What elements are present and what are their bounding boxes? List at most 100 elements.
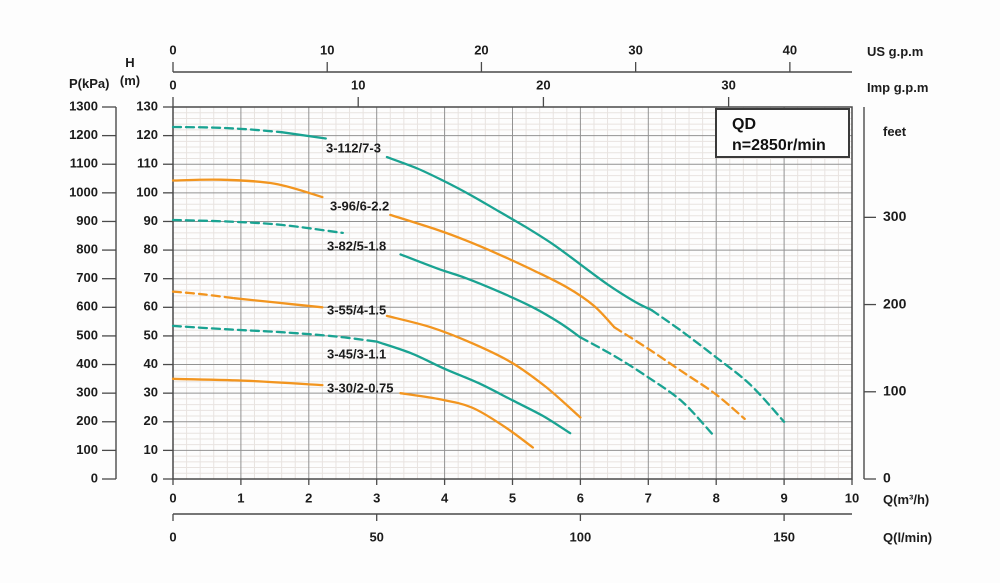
qlmin-tick-50: 50 xyxy=(369,529,383,544)
qm3h-tick-10: 10 xyxy=(845,490,859,505)
curve-segment-solid xyxy=(171,377,324,387)
p-tick-800: 800 xyxy=(76,242,98,257)
us-tick-30: 30 xyxy=(628,42,642,57)
feet-tick-100: 100 xyxy=(883,382,907,398)
curve-segment-dashed xyxy=(171,218,344,235)
p-tick-300: 300 xyxy=(76,385,98,400)
curve-segment-solid xyxy=(399,253,582,339)
h-tick-100: 100 xyxy=(136,184,158,199)
h-tick-130: 130 xyxy=(136,98,158,113)
h-tick-50: 50 xyxy=(144,327,158,342)
imp-gpm-axis-title: Imp g.p.m xyxy=(867,80,929,95)
qm3h-tick-8: 8 xyxy=(713,490,720,505)
curve-segment-solid xyxy=(171,178,324,199)
us-tick-20: 20 xyxy=(474,42,488,57)
p-tick-700: 700 xyxy=(76,270,98,285)
h-tick-30: 30 xyxy=(144,385,158,400)
curve-segment-solid xyxy=(385,155,653,312)
qlmin-tick-0: 0 xyxy=(169,529,176,544)
curve-label-3-112/7-3: 3-112/7-3 xyxy=(326,140,381,155)
h-tick-70: 70 xyxy=(144,270,158,285)
qm3h-tick-4: 4 xyxy=(441,490,449,505)
us-gpm-axis-title: US g.p.m xyxy=(867,44,924,59)
imp-tick-10: 10 xyxy=(351,77,365,92)
curve-3-112/7-3: 3-112/7-3 xyxy=(171,125,786,423)
p-tick-0: 0 xyxy=(91,470,98,485)
us-gpm-axis: 0 10 20 30 40 xyxy=(169,42,852,73)
qm3h-tick-9: 9 xyxy=(780,490,787,505)
curve-segment-solid xyxy=(232,297,324,309)
h-tick-90: 90 xyxy=(144,213,158,228)
h-tick-40: 40 xyxy=(144,356,158,371)
curve-3-30/2-0.75: 3-30/2-0.75 xyxy=(171,377,535,449)
h-tick-110: 110 xyxy=(137,156,158,171)
model-info-box: QD n=2850r/min xyxy=(715,108,850,158)
qm3h-tick-5: 5 xyxy=(509,490,516,505)
h-tick-60: 60 xyxy=(144,299,158,314)
imp-tick-20: 20 xyxy=(536,77,550,92)
h-tick-10: 10 xyxy=(144,442,158,457)
h-tick-20: 20 xyxy=(144,413,158,428)
us-tick-40: 40 xyxy=(783,42,797,57)
curve-segment-dashed xyxy=(579,336,714,436)
qlmin-tick-150: 150 xyxy=(773,529,795,544)
qm3h-tick-3: 3 xyxy=(373,490,380,505)
p-tick-1000: 1000 xyxy=(69,184,98,199)
model-speed: n=2850r/min xyxy=(732,137,826,154)
q-lmin-axis: 0 50 100 150 xyxy=(169,513,852,544)
p-tick-900: 900 xyxy=(76,213,98,228)
qm3h-tick-7: 7 xyxy=(645,490,652,505)
q-lmin-axis-title: Q(l/min) xyxy=(883,530,933,545)
curve-label-3-82/5-1.8: 3-82/5-1.8 xyxy=(327,238,386,253)
curve-segment-solid xyxy=(399,392,535,449)
imp-tick-0: 0 xyxy=(169,77,176,92)
q-m3h-axis: 0 1 2 3 4 5 6 7 8 9 10 xyxy=(169,479,859,505)
h-tick-0: 0 xyxy=(151,470,158,485)
us-tick-0: 0 xyxy=(169,42,176,57)
h-axis-title: H xyxy=(125,55,135,70)
p-tick-1300: 1300 xyxy=(69,98,98,113)
feet-tick-300: 300 xyxy=(883,208,907,224)
model-series-name: QD xyxy=(732,116,756,133)
feet-axis: 300 200 100 0 xyxy=(863,107,907,486)
curve-segment-dashed xyxy=(171,290,236,300)
curve-3-82/5-1.8: 3-82/5-1.8 xyxy=(171,218,714,436)
q-m3h-axis-title: Q(m³/h) xyxy=(883,492,930,507)
curve-label-3-45/3-1.1: 3-45/3-1.1 xyxy=(327,346,386,361)
curve-segment-dashed xyxy=(171,324,378,343)
curve-3-96/6-2.2: 3-96/6-2.2 xyxy=(171,178,746,421)
p-tick-1100: 1100 xyxy=(70,156,98,171)
curve-segment-solid xyxy=(280,131,327,140)
p-axis-title: P(kPa) xyxy=(69,76,110,91)
curve-label-3-55/4-1.5: 3-55/4-1.5 xyxy=(327,302,386,317)
curve-segment-dashed xyxy=(171,125,283,134)
curve-label-3-30/2-0.75: 3-30/2-0.75 xyxy=(327,380,394,395)
feet-axis-title: feet xyxy=(883,124,907,139)
curve-segment-solid xyxy=(385,314,582,419)
p-axis: 1300120011001000900800700600500400300200… xyxy=(69,98,117,485)
curve-segment-solid xyxy=(375,340,572,435)
p-tick-600: 600 xyxy=(76,299,98,314)
p-tick-200: 200 xyxy=(76,413,98,428)
imp-tick-30: 30 xyxy=(721,77,735,92)
feet-tick-200: 200 xyxy=(883,295,907,311)
h-axis-unit: (m) xyxy=(119,73,141,88)
h-tick-80: 80 xyxy=(144,242,158,257)
p-tick-1200: 1200 xyxy=(69,127,98,142)
qm3h-tick-2: 2 xyxy=(305,490,312,505)
us-tick-10: 10 xyxy=(320,42,334,57)
qm3h-tick-0: 0 xyxy=(169,490,176,505)
curve-segment-dashed xyxy=(650,309,786,423)
qm3h-tick-6: 6 xyxy=(577,490,584,505)
p-tick-500: 500 xyxy=(76,327,98,342)
curve-segment-dashed xyxy=(613,326,746,421)
curve-3-45/3-1.1: 3-45/3-1.1 xyxy=(171,324,572,435)
qlmin-tick-100: 100 xyxy=(570,529,592,544)
curve-segment-solid xyxy=(389,213,616,329)
curve-label-3-96/6-2.2: 3-96/6-2.2 xyxy=(330,198,389,213)
qm3h-tick-1: 1 xyxy=(237,490,244,505)
p-tick-100: 100 xyxy=(76,442,98,457)
